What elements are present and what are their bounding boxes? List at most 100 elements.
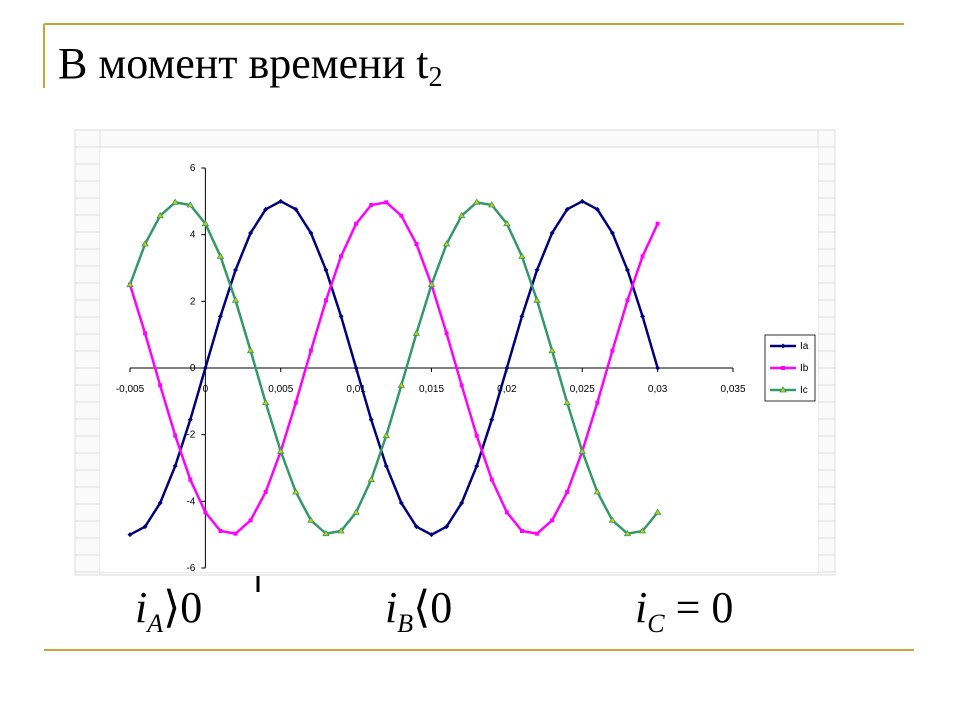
marker — [609, 230, 615, 236]
marker — [781, 366, 785, 370]
marker — [353, 365, 359, 371]
x-tick-label: 0,01 — [346, 384, 366, 395]
marker — [780, 343, 786, 349]
marker — [610, 348, 615, 353]
x-tick-label: 0,005 — [268, 384, 293, 395]
formula-sub: B — [397, 609, 414, 638]
legend-label: Ic — [800, 385, 808, 396]
marker — [640, 313, 646, 319]
title-text: В момент времени t — [58, 39, 429, 88]
marker — [550, 518, 555, 523]
marker — [655, 365, 661, 371]
marker — [473, 198, 481, 205]
marker — [397, 381, 406, 388]
formula-relation: ⟨ — [413, 583, 431, 632]
series-line — [128, 200, 659, 536]
marker — [233, 531, 238, 536]
marker — [217, 313, 223, 319]
marker — [563, 398, 571, 406]
marker — [126, 280, 134, 288]
marker — [323, 298, 328, 303]
marker — [231, 296, 240, 303]
marker — [413, 524, 419, 530]
marker — [141, 240, 149, 247]
marker — [382, 431, 390, 439]
marker — [593, 488, 602, 495]
marker — [504, 365, 510, 371]
marker — [186, 201, 195, 208]
marker — [519, 313, 525, 319]
marker — [384, 200, 389, 205]
marker — [638, 527, 647, 534]
marker — [352, 508, 360, 515]
marker — [565, 490, 570, 494]
marker — [533, 296, 541, 303]
marker — [292, 488, 300, 495]
marker — [623, 529, 632, 537]
marker — [444, 331, 449, 336]
formula-relation: = — [664, 583, 712, 632]
marker — [653, 508, 662, 515]
x-tick-label: 0 — [203, 384, 209, 395]
y-tick-label: 0 — [190, 363, 196, 374]
marker — [534, 267, 540, 273]
marker — [171, 198, 179, 205]
marker — [157, 500, 163, 506]
y-tick-label: -4 — [186, 496, 195, 507]
marker — [369, 203, 374, 207]
marker — [535, 531, 540, 536]
marker — [594, 206, 600, 212]
marker — [444, 524, 450, 530]
marker — [518, 252, 526, 259]
marker — [143, 331, 148, 336]
marker — [489, 417, 495, 423]
marker — [399, 213, 404, 218]
marker — [308, 230, 314, 236]
marker — [625, 298, 630, 303]
formula-relation: ⟩ — [163, 583, 181, 632]
marker — [293, 400, 298, 405]
marker — [277, 447, 285, 454]
marker — [459, 500, 465, 506]
marker — [624, 267, 630, 273]
marker — [307, 516, 315, 523]
marker — [608, 516, 617, 523]
series-line — [129, 199, 659, 537]
marker — [779, 386, 787, 393]
marker — [323, 267, 329, 273]
marker — [187, 417, 193, 423]
formula-value: 0 — [430, 583, 453, 632]
marker — [427, 280, 436, 288]
y-tick-label: 2 — [190, 296, 196, 307]
marker — [414, 242, 419, 246]
x-tick-label: 0,035 — [720, 384, 745, 395]
formula: iA⟩0 — [135, 582, 202, 639]
marker — [595, 400, 600, 405]
formula-value: 0 — [180, 583, 203, 632]
formula: iC = 0 — [635, 582, 733, 639]
marker — [503, 219, 511, 227]
marker — [127, 532, 133, 538]
x-tick-label: -0,005 — [116, 384, 145, 395]
marker — [442, 240, 451, 247]
marker — [367, 475, 375, 483]
title-subscript: 2 — [428, 62, 443, 93]
marker — [339, 254, 344, 259]
marker — [488, 201, 496, 208]
formula: iB⟨0 — [385, 582, 452, 639]
marker — [158, 383, 163, 388]
marker — [278, 198, 284, 204]
marker — [248, 518, 253, 523]
marker — [640, 254, 645, 259]
marker — [261, 398, 270, 406]
marker — [578, 447, 586, 454]
series-line — [128, 200, 659, 536]
marker — [156, 211, 164, 219]
marker — [519, 529, 524, 533]
marker — [429, 532, 434, 538]
marker — [293, 206, 299, 212]
marker — [263, 490, 268, 494]
marker — [579, 198, 585, 204]
formula-sub: C — [647, 609, 665, 638]
marker — [308, 348, 313, 353]
